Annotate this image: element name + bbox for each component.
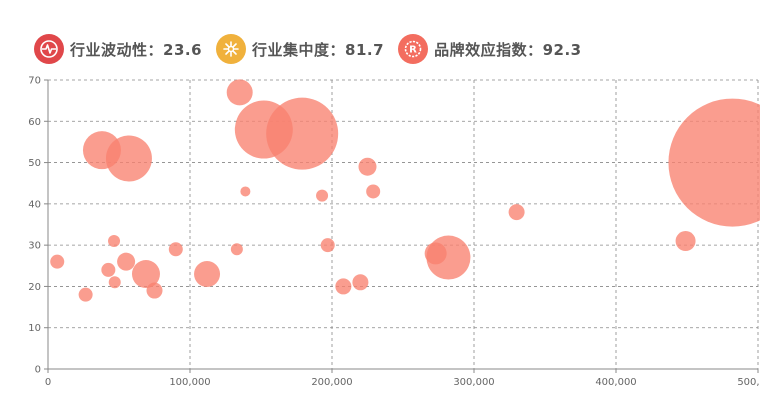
bubble-point <box>366 184 381 199</box>
x-tick-label: 500,000 <box>737 377 760 388</box>
bubble-point <box>675 231 696 252</box>
bubble-point <box>266 97 339 170</box>
bubble-point <box>240 186 251 197</box>
kpi-concentration-label: 行业集中度：81.7 <box>252 40 385 59</box>
bubble-point <box>426 235 471 280</box>
kpi-bar: 行业波动性：23.6 行业集中度：81.7 R 品牌效应指数：92.3 <box>34 33 596 65</box>
x-tick-label: 0 <box>45 377 51 388</box>
kpi-volatility-label: 行业波动性：23.6 <box>70 40 203 59</box>
svg-text:R: R <box>409 45 417 56</box>
bubble-point <box>117 252 136 271</box>
bubble-point <box>226 79 253 106</box>
y-tick-label: 50 <box>28 158 41 169</box>
y-tick-label: 40 <box>28 199 41 210</box>
bubble-point <box>78 287 93 302</box>
y-tick-label: 10 <box>28 323 41 334</box>
registered-icon: R <box>398 34 429 64</box>
kpi-brand-label: 品牌效应指数：92.3 <box>434 40 582 59</box>
pulse-icon <box>34 34 64 64</box>
snowflake-icon <box>216 34 247 64</box>
x-tick-label: 100,000 <box>169 377 210 388</box>
bubble-point <box>50 254 65 269</box>
y-tick-label: 0 <box>35 365 41 376</box>
bubble-point <box>168 242 183 257</box>
bubble-point <box>352 274 369 291</box>
bubble-point <box>131 260 160 289</box>
bubble-point <box>335 278 352 295</box>
bubble-point <box>194 261 221 288</box>
bubble-point <box>105 135 152 182</box>
bubble-point <box>146 282 163 299</box>
kpi-volatility: 行业波动性：23.6 <box>34 34 202 64</box>
bubble-point <box>508 204 525 221</box>
bubble-point <box>316 189 329 202</box>
x-tick-label: 200,000 <box>311 377 352 388</box>
bubble-point <box>230 243 243 256</box>
bubble-series <box>50 79 760 302</box>
kpi-concentration: 行业集中度：81.7 <box>216 34 384 64</box>
y-tick-label: 70 <box>28 76 41 87</box>
bubble-point <box>320 238 335 253</box>
bubble-point <box>668 98 760 227</box>
bubble-point <box>108 235 121 248</box>
x-tick-label: 400,000 <box>595 377 636 388</box>
kpi-brand: R 品牌效应指数：92.3 <box>398 34 582 64</box>
bubble-point <box>358 157 377 176</box>
bubble-point <box>101 262 116 277</box>
y-tick-label: 20 <box>28 282 41 293</box>
y-tick-label: 60 <box>28 117 41 128</box>
y-tick-label: 30 <box>28 241 41 252</box>
bubble-point <box>108 276 121 289</box>
x-tick-label: 300,000 <box>453 377 494 388</box>
